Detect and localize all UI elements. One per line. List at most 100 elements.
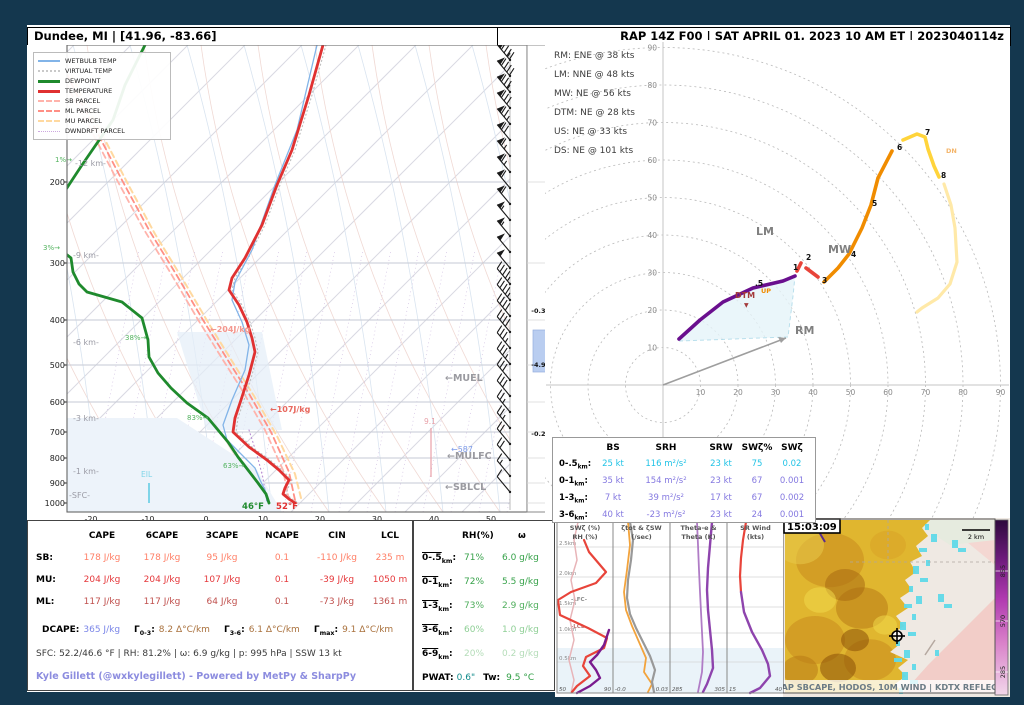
height-label: -6 km- xyxy=(73,338,99,347)
pressure-tick-label: 1000 xyxy=(45,499,65,508)
barb-full xyxy=(499,376,505,385)
barb-flag xyxy=(497,153,505,161)
credit-line: Kyle Gillett (@wxkylegillett) - Powered … xyxy=(36,671,357,682)
isotherm-line xyxy=(67,45,360,338)
stats-value: 67 xyxy=(751,493,763,503)
inflow-shading xyxy=(67,418,282,512)
stats-value: 23 kt xyxy=(710,476,732,486)
stats-col-header: BS xyxy=(606,443,620,453)
mini-panel-subtitle: RH (%) xyxy=(572,533,597,541)
derived-param-value: 365 J/kg xyxy=(83,625,121,635)
isotherm-line xyxy=(404,406,510,512)
pressure-tick-label: 900 xyxy=(50,479,65,488)
mini-series-line xyxy=(738,520,748,594)
barb-full xyxy=(500,122,507,130)
mini-height-label: 0.5km xyxy=(559,656,576,662)
wind-barb xyxy=(496,89,512,110)
stats-row-label: 0-1km: xyxy=(559,476,588,488)
pressure-tick-label: 400 xyxy=(50,316,65,325)
storm-motion-arrowhead xyxy=(778,337,786,343)
thermo-col-header: CIN xyxy=(328,531,346,541)
trace-height-label: 3 xyxy=(822,276,827,285)
height-label: -SFC- xyxy=(69,491,90,500)
temperature-tick-label: 0 xyxy=(203,515,208,523)
radar-pink-area-bottom xyxy=(903,598,995,693)
hodograph-trace-segment xyxy=(915,182,959,314)
barb-flag xyxy=(497,137,505,145)
barb-full xyxy=(506,64,512,73)
wind-barb xyxy=(496,453,512,478)
wind-barb xyxy=(496,169,512,190)
derived-param-label: Γ0-3: xyxy=(134,625,155,637)
rh-row-label: 0-.5km: xyxy=(422,553,457,565)
radar-cyan-speckle xyxy=(894,658,902,662)
thermo-value: 0.1 xyxy=(274,597,290,607)
wind-barb xyxy=(496,261,512,286)
pressure-tick-label: 500 xyxy=(50,361,65,370)
legend-item-label: TEMPERATURE xyxy=(65,87,113,95)
rh-layer: 1-3 xyxy=(422,601,439,611)
storm-motion-readout: RM: ENE @ 38 kts xyxy=(554,51,635,61)
rh-col-header: RH(%) xyxy=(462,531,494,541)
thermo-col-header: CAPE xyxy=(88,531,116,541)
mini-height-label: 1.5km xyxy=(559,601,576,607)
mini-xtick-left: 285 xyxy=(672,687,683,693)
hodograph-grid: 101020203030404050506060707080809090.512… xyxy=(545,42,1009,522)
stats-layer: 0-.5 xyxy=(559,459,578,469)
surface-temp-label: 46°F xyxy=(242,502,264,512)
dry-adiabat-line xyxy=(485,45,510,169)
radar-cyan-speckle xyxy=(912,614,916,620)
thermo-value: 0.1 xyxy=(274,575,290,585)
barb-full xyxy=(496,325,503,333)
barb-flag xyxy=(497,121,505,129)
skewt-legend: WETBULB TEMP VIRTUAL TEMP DEWPOINT TEMPERAT… xyxy=(33,52,171,140)
ring-tick-label-y: 90 xyxy=(647,44,657,53)
parcel-cape-label: ←107J/kg xyxy=(270,405,311,414)
stats-value: 35 kt xyxy=(602,476,624,486)
legend-item-label: ML PARCEL xyxy=(65,107,101,115)
radar-caption-bar xyxy=(783,680,995,693)
mini-level-marker: -LCL- xyxy=(571,624,587,630)
barb-full xyxy=(503,45,510,54)
stats-value: 40 kt xyxy=(602,510,624,520)
wind-barb xyxy=(496,249,512,270)
derived-param-value: 6.1 Δ°C/km xyxy=(248,625,300,635)
barb-half xyxy=(502,414,506,420)
rh-percent-label: 1%→ xyxy=(55,156,72,164)
legend-line-sample xyxy=(38,70,60,72)
barb-full xyxy=(500,170,507,178)
colorbar-tick-label: 855 xyxy=(999,565,1007,577)
thermo-value: 204 J/kg xyxy=(143,575,181,585)
mixing-ratio-value: 6.0 g/kg xyxy=(502,553,539,563)
mini-panel-subtitle: Theta (K) xyxy=(681,533,715,541)
legend-item-label: SB PARCEL xyxy=(65,97,101,105)
barb-flag xyxy=(497,105,505,113)
wind-barb xyxy=(496,233,512,254)
wind-barb xyxy=(496,357,512,382)
trace-height-label: 8 xyxy=(941,171,946,180)
dtm-label: DTM xyxy=(735,291,755,300)
barb-full xyxy=(500,45,505,50)
wind-barb xyxy=(496,421,512,446)
thermo-row-label: ML: xyxy=(36,597,55,607)
stats-value: 7 kt xyxy=(604,493,622,503)
barb-full xyxy=(499,360,505,369)
thermo-value: 64 J/kg xyxy=(206,597,238,607)
thermo-value: 178 J/kg xyxy=(83,553,121,563)
barb-full xyxy=(506,80,512,89)
barb-full xyxy=(496,389,503,397)
stats-layer-unit: km xyxy=(577,463,588,471)
barb-full xyxy=(502,299,508,308)
ring-tick-label-y: 80 xyxy=(647,81,657,90)
downshear-label: DN xyxy=(946,147,957,155)
wind-barb xyxy=(496,217,512,238)
thermo-col-header: NCAPE xyxy=(265,531,299,541)
radar-caption: RAP SBCAPE, HODOS, 10M WIND | KDTX REFLE… xyxy=(783,682,1003,692)
thermo-value: 117 J/kg xyxy=(83,597,121,607)
radar-cyan-speckle xyxy=(896,640,900,646)
storm-motion-vector xyxy=(662,337,787,386)
derived-param-label: DCAPE: xyxy=(42,625,80,635)
rh-layer-unit: km xyxy=(438,605,450,613)
